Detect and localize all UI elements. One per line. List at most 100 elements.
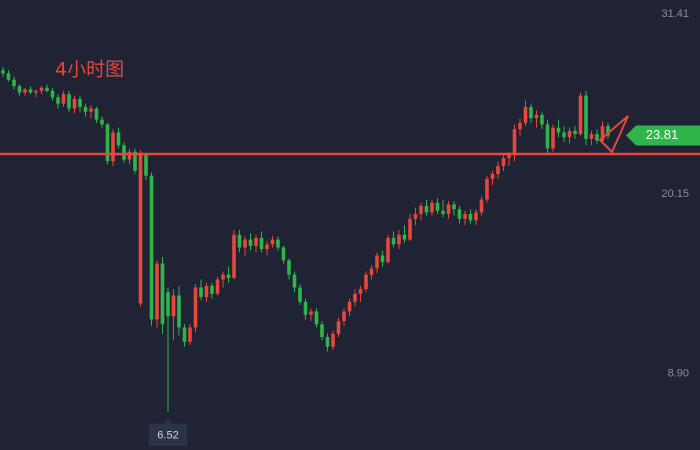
candle-body — [325, 337, 330, 347]
candle-body — [342, 311, 346, 322]
candle-body — [567, 130, 572, 138]
candle-body — [254, 237, 258, 246]
candle-body — [584, 95, 588, 139]
candle-body — [215, 279, 220, 294]
candle-body — [94, 108, 99, 120]
candle-body — [138, 154, 143, 304]
candle-body — [259, 237, 264, 250]
candle-body — [336, 321, 341, 334]
candle-body — [160, 263, 165, 325]
candle-body — [441, 210, 445, 214]
candle-body — [573, 130, 577, 135]
candle-body — [589, 134, 594, 139]
candle-body — [375, 255, 379, 269]
candle-body — [463, 213, 467, 219]
candle-body — [56, 97, 60, 104]
candle-body — [457, 209, 462, 219]
candle-body — [490, 174, 495, 179]
candle-body — [309, 311, 313, 315]
candle-body — [199, 287, 203, 298]
candle-body — [226, 274, 231, 278]
candle-body — [369, 268, 374, 275]
candle-body — [331, 333, 335, 347]
candle-body — [89, 108, 93, 112]
candle-body — [551, 127, 555, 149]
candle-body — [155, 263, 159, 320]
candle-body — [430, 202, 434, 213]
candle-body — [408, 218, 412, 240]
candle-body — [72, 98, 77, 109]
candle-body — [518, 122, 522, 130]
candle-body — [248, 239, 253, 246]
candle-body — [402, 234, 407, 240]
candle-body — [204, 285, 209, 298]
candle-body — [364, 274, 368, 290]
candle-body — [512, 129, 517, 155]
chart-title: 4小时图 — [55, 59, 124, 81]
candle-body — [424, 205, 429, 213]
low-label: 6.52 — [157, 430, 178, 442]
candle-body — [111, 132, 115, 162]
candle-body — [468, 213, 473, 221]
candle-body — [419, 205, 423, 214]
candle-body — [435, 202, 440, 211]
candle-body — [380, 255, 385, 262]
candle-body — [17, 86, 22, 93]
y-tick-label: 20.15 — [661, 188, 689, 200]
candle-body — [386, 237, 390, 262]
candle-body — [45, 87, 49, 91]
candle-body — [479, 199, 484, 213]
candle-body — [127, 151, 132, 160]
candle-body — [188, 327, 192, 342]
candle-body — [534, 114, 539, 119]
y-tick-label: 31.41 — [661, 8, 689, 20]
candle-body — [149, 175, 154, 320]
candle-body — [122, 145, 126, 160]
candle-body — [100, 119, 104, 125]
candle-body — [397, 234, 401, 245]
candle-body — [485, 178, 489, 200]
y-tick-label: 8.90 — [668, 368, 689, 380]
candle-body — [12, 79, 16, 87]
candle-body — [6, 73, 11, 80]
candle-body — [358, 289, 363, 294]
candle-body — [562, 132, 566, 138]
candle-body — [298, 287, 302, 302]
low-label-box — [149, 417, 187, 446]
candle-body — [556, 127, 561, 133]
candle-body — [182, 327, 187, 342]
candle-body — [243, 239, 247, 248]
candle-body — [600, 126, 605, 141]
candle-body — [270, 239, 275, 245]
last-price-label: 23.81 — [646, 127, 679, 142]
candle-body — [391, 237, 396, 245]
candle-body — [276, 239, 280, 248]
candle-body — [347, 301, 352, 312]
candle-body — [529, 106, 533, 119]
candle-body — [474, 212, 478, 221]
candle-body — [39, 87, 44, 91]
candle-body — [523, 106, 528, 123]
candle-body — [28, 89, 33, 93]
candle-body — [50, 90, 55, 98]
candle-body — [303, 301, 308, 315]
candle-body — [496, 166, 500, 175]
candle-body — [507, 154, 511, 159]
candle-body — [105, 124, 110, 162]
candle-body — [67, 94, 71, 109]
candle-body — [166, 292, 170, 317]
candle-body — [353, 293, 357, 302]
candle-body — [292, 274, 297, 288]
candle-body — [177, 295, 181, 328]
arrow-annotation — [598, 115, 629, 154]
candle-body — [606, 126, 610, 136]
candle-body — [314, 311, 319, 325]
candle-body — [221, 274, 225, 280]
candle-body — [545, 124, 550, 149]
candle-body — [61, 94, 66, 104]
candle-body — [578, 95, 583, 135]
candle-body — [265, 244, 269, 250]
candle-body — [320, 324, 324, 338]
